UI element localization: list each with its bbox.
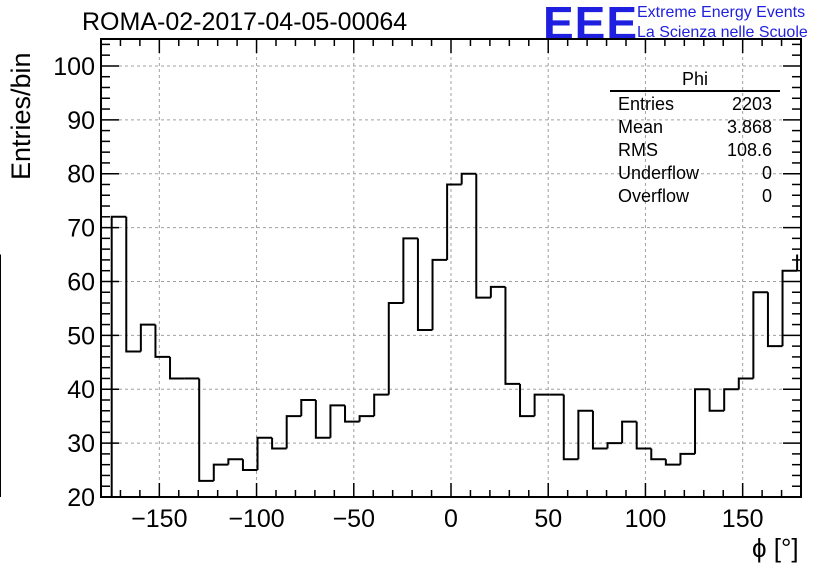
stats-label: Underflow [618, 163, 700, 183]
histogram-bin [694, 388, 710, 454]
x-axis-label: ϕ [°] [752, 533, 799, 563]
histogram-bin [650, 448, 666, 461]
y-tick-label: 90 [67, 107, 95, 135]
histogram-bin [431, 258, 448, 330]
histogram-bin [606, 442, 623, 449]
histogram-bin [387, 302, 404, 395]
y-tick-label: 40 [67, 376, 95, 404]
histogram-bin [125, 216, 141, 353]
x-tick-label: −100 [228, 505, 284, 533]
stats-label: RMS [618, 140, 658, 160]
y-axis-label: Entries/bin [6, 52, 36, 180]
histogram-bin [256, 436, 273, 471]
histogram-bin [344, 405, 360, 423]
x-tick-label: 100 [625, 505, 667, 533]
histogram-bin [241, 459, 258, 472]
logo-caption-line1: Extreme Energy Events [637, 4, 806, 21]
histogram-bin [489, 285, 506, 298]
histogram-bin [591, 410, 608, 450]
histogram-bin [752, 291, 768, 379]
stats-title: Phi [681, 69, 708, 89]
histogram-bin [504, 286, 521, 385]
histogram-bin [139, 323, 156, 352]
histogram-bin [737, 377, 754, 390]
y-tick-label: 30 [67, 430, 95, 458]
histogram-bin [635, 421, 652, 450]
histogram-bin [110, 215, 127, 497]
stats-row-overflow: Overflow 0 [610, 185, 780, 208]
stats-label: Mean [618, 117, 664, 137]
stats-row-underflow: Underflow 0 [610, 162, 780, 185]
stats-row-entries: Entries 2203 [610, 93, 780, 116]
histogram-bin [314, 400, 331, 439]
tick-labels: −150 −100 −50 0 50 100 150 20 30 40 50 60 70 80 90 100 [53, 53, 763, 533]
histogram-bin [766, 292, 783, 348]
y-tick-label: 60 [67, 268, 95, 296]
stats-label: Overflow [618, 186, 690, 206]
histogram-bin [271, 437, 287, 450]
x-tick-label: 50 [534, 505, 562, 533]
y-tick-label: 80 [67, 161, 95, 189]
y-tick-label: 20 [67, 484, 95, 512]
histogram-bin [577, 409, 593, 460]
stats-row-rms: RMS 108.6 [610, 139, 780, 162]
histogram-bin [198, 378, 214, 482]
x-tick-label: −150 [131, 505, 187, 533]
stats-value: 108.6 [726, 140, 772, 160]
histogram-bin [227, 458, 243, 465]
histogram-bin [446, 183, 462, 260]
histogram-bin [621, 420, 637, 444]
stats-value: 0 [761, 163, 772, 183]
histogram-bin [212, 463, 229, 481]
axis-ticks [100, 39, 802, 498]
histogram-bin [300, 399, 316, 417]
stats-divider [610, 90, 780, 92]
histogram-bin [533, 393, 550, 417]
histogram-bin [475, 173, 491, 299]
histogram-bin [358, 415, 375, 422]
x-tick-label: −50 [333, 505, 375, 533]
histogram-bin [562, 394, 579, 461]
logo-caption-line2: La Scienza nelle Scuole [637, 24, 808, 41]
histogram-bin [285, 415, 302, 449]
histogram-bin [519, 383, 535, 418]
stats-row-mean: Mean 3.868 [610, 116, 780, 139]
histogram-bin [329, 404, 346, 438]
histogram-bin [664, 459, 681, 466]
histogram-bin [460, 172, 477, 185]
stats-label: Entries [618, 94, 675, 114]
y-tick-label: 100 [53, 53, 95, 81]
x-tick-label: 0 [444, 505, 458, 533]
y-tick-label: 70 [67, 215, 95, 243]
stats-value: 2203 [731, 94, 772, 114]
histogram-bin [416, 238, 433, 331]
histogram-bin [154, 324, 171, 358]
chart-title: ROMA-02-2017-04-05-00064 [82, 8, 408, 36]
histogram-bin [708, 389, 725, 412]
stats-value: 3.868 [726, 117, 772, 137]
histogram-bin [723, 388, 739, 411]
x-tick-label: 150 [722, 505, 764, 533]
histogram-bin [679, 452, 696, 465]
histogram-series [0, 172, 799, 497]
histogram-bin [402, 237, 418, 304]
y-tick-label: 50 [67, 322, 95, 350]
stats-box: Phi Entries 2203 Mean 3.868 RMS 108.6 Un… [610, 68, 780, 208]
histogram-bin [169, 356, 185, 380]
histogram-bin [373, 393, 389, 417]
stats-value: 0 [761, 186, 772, 206]
eee-logo: EEE [543, 0, 639, 49]
